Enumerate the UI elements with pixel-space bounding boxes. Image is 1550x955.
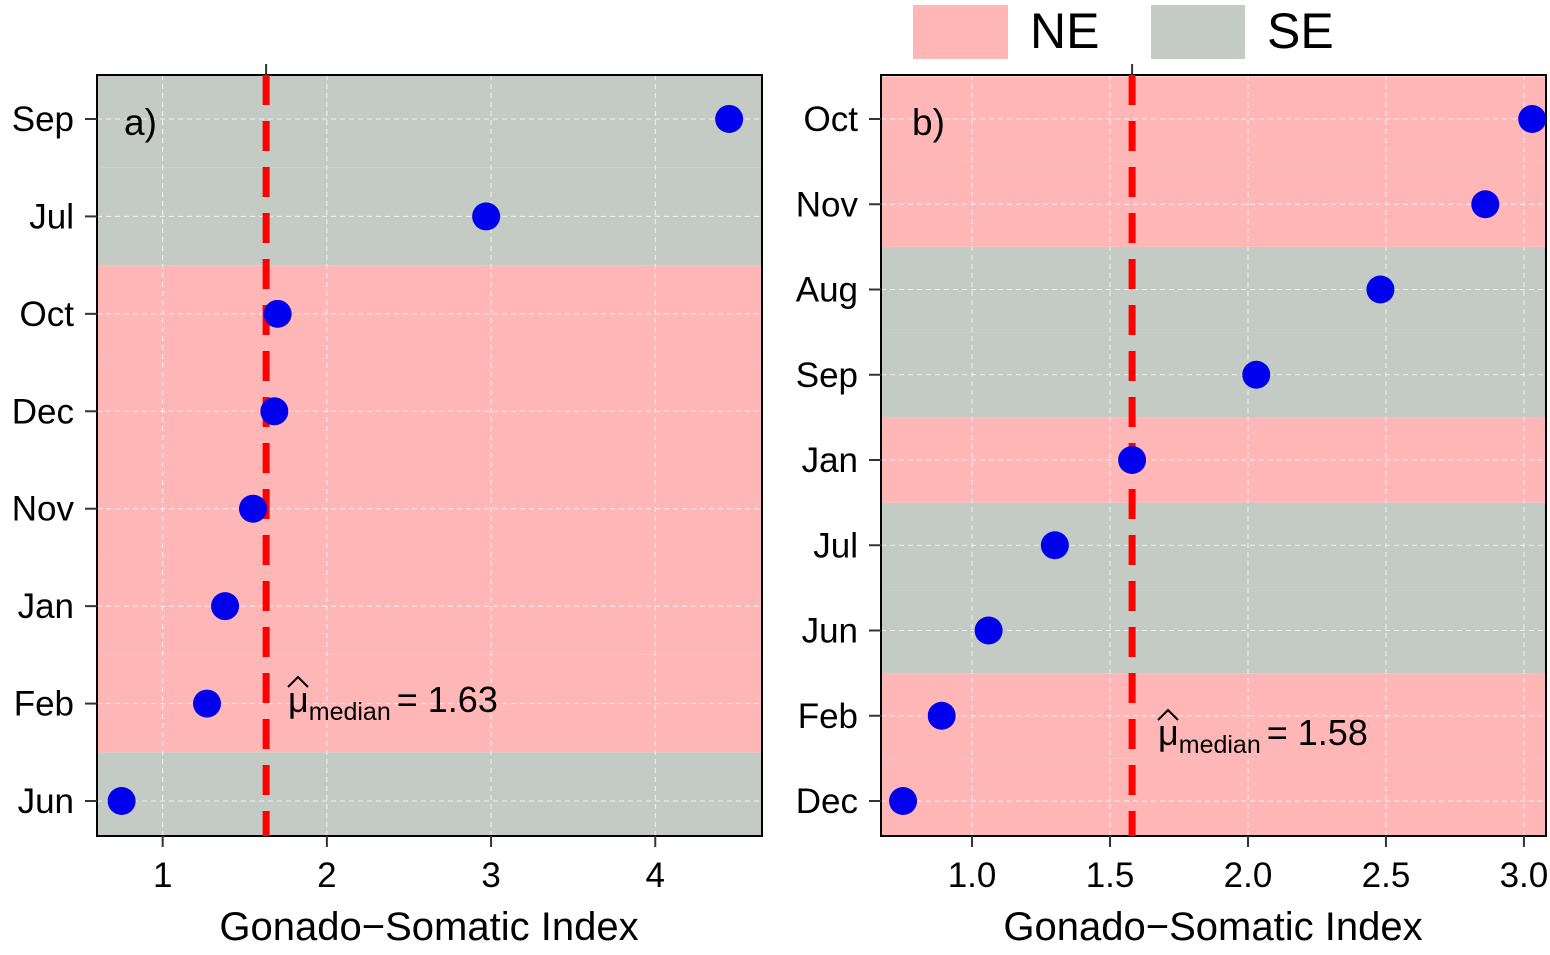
y-tick-label-jan: Jan bbox=[18, 587, 74, 626]
data-point-oct bbox=[1518, 105, 1547, 133]
data-point-nov bbox=[238, 494, 267, 523]
hat-glyph bbox=[287, 675, 309, 688]
data-point-feb bbox=[927, 701, 956, 730]
data-point-jul bbox=[1040, 531, 1069, 560]
x-tick-label: 2 bbox=[317, 856, 336, 895]
x-tick-label: 2.5 bbox=[1362, 856, 1411, 895]
y-tick-label-aug: Aug bbox=[796, 271, 858, 310]
legend-label-se: SE bbox=[1267, 3, 1334, 59]
data-point-dec bbox=[889, 787, 918, 815]
legend: NE SE bbox=[913, 3, 1334, 59]
x-axis-title: Gonado−Somatic Index bbox=[1003, 905, 1422, 949]
data-point-jan bbox=[1118, 446, 1147, 474]
legend-swatch-se bbox=[1151, 5, 1245, 59]
y-tick-label-nov: Nov bbox=[12, 490, 75, 529]
y-tick-label-nov: Nov bbox=[796, 185, 859, 224]
y-tick-label-oct: Oct bbox=[20, 295, 75, 334]
x-tick-label: 2.0 bbox=[1224, 856, 1273, 895]
region-band-ne bbox=[881, 758, 1546, 836]
x-axis-title: Gonado−Somatic Index bbox=[219, 905, 638, 949]
median-label: μmedian = 1.63 bbox=[288, 679, 498, 726]
region-band-se bbox=[97, 75, 762, 168]
y-tick-label-dec: Dec bbox=[12, 392, 74, 431]
plot-border bbox=[96, 74, 763, 837]
data-point-aug bbox=[1366, 275, 1395, 304]
y-tick-label-feb: Feb bbox=[798, 697, 858, 736]
panel-tag: b) bbox=[912, 102, 945, 143]
data-point-sep bbox=[1242, 360, 1271, 389]
data-point-jul bbox=[472, 202, 501, 231]
y-tick-label-sep: Sep bbox=[12, 100, 74, 139]
x-tick-label: 1 bbox=[153, 856, 172, 895]
y-tick-label-feb: Feb bbox=[14, 685, 74, 724]
plot-border bbox=[880, 74, 1547, 837]
x-tick-label: 3.0 bbox=[1500, 856, 1549, 895]
data-point-oct bbox=[263, 299, 292, 328]
data-point-sep bbox=[715, 104, 744, 133]
y-tick-label-jul: Jul bbox=[29, 197, 74, 236]
x-tick-label: 1.5 bbox=[1086, 856, 1135, 895]
panel-tag: a) bbox=[124, 102, 157, 143]
data-point-feb bbox=[193, 689, 222, 718]
y-tick-label-jun: Jun bbox=[802, 612, 858, 651]
legend-swatch-ne bbox=[913, 5, 1008, 59]
legend-label-ne: NE bbox=[1030, 3, 1099, 59]
data-point-jan bbox=[211, 592, 240, 621]
y-tick-label-sep: Sep bbox=[796, 356, 858, 395]
panel-a: Jun Feb Jan Nov Dec Oct Jul Sep 1 2 3 4Gonado−Somat… bbox=[12, 64, 763, 949]
data-point-dec bbox=[260, 397, 289, 426]
y-tick-label-jun: Jun bbox=[18, 782, 74, 821]
y-tick-label-dec: Dec bbox=[796, 782, 858, 821]
x-tick-label: 1.0 bbox=[948, 856, 997, 895]
median-label: μmedian = 1.58 bbox=[1158, 712, 1368, 759]
y-tick-label-jul: Jul bbox=[813, 526, 858, 565]
data-point-nov bbox=[1471, 190, 1500, 219]
y-tick-label-jan: Jan bbox=[802, 441, 858, 480]
x-tick-label: 4 bbox=[646, 856, 665, 895]
data-point-jun bbox=[974, 616, 1003, 645]
data-point-jun bbox=[107, 787, 136, 815]
panel-b: Dec Feb Jun Jul Jan Sep Aug Nov Oct 1.0 1.5 2.0 2.5 3… bbox=[796, 64, 1549, 949]
y-tick-label-oct: Oct bbox=[804, 100, 859, 139]
hat-glyph bbox=[1157, 708, 1179, 721]
x-tick-label: 3 bbox=[481, 856, 500, 895]
region-band-se bbox=[97, 752, 762, 836]
